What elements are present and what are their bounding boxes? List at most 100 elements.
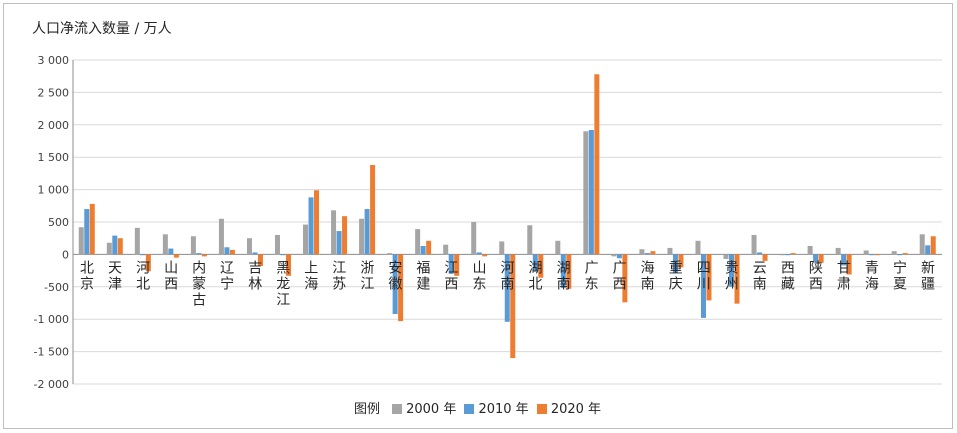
x-category-label: 东 xyxy=(585,276,599,292)
bar xyxy=(117,238,123,255)
bar xyxy=(869,254,875,256)
bar xyxy=(555,240,561,255)
x-category-label: 江 xyxy=(444,260,458,276)
legend-swatch-2000 xyxy=(392,404,403,414)
bar xyxy=(426,240,432,255)
x-category-label: 东 xyxy=(472,276,486,292)
x-category-label: 海 xyxy=(865,276,879,292)
bar xyxy=(454,254,460,276)
x-category-label: 贵 xyxy=(725,260,739,276)
x-category-label: 青 xyxy=(865,260,879,276)
y-tick-label: 3 000 xyxy=(38,54,70,67)
bar xyxy=(639,249,645,255)
bar xyxy=(499,241,505,255)
bar xyxy=(902,253,908,255)
x-category-label: 西 xyxy=(444,276,458,292)
x-category-label: 西 xyxy=(164,276,178,292)
legend-label-2000: 2000 年 xyxy=(406,402,457,417)
bar xyxy=(538,254,544,278)
x-category-label: 徽 xyxy=(388,276,402,292)
x-category-label: 南 xyxy=(501,276,515,292)
bar xyxy=(285,254,291,276)
bar xyxy=(201,254,207,257)
bar xyxy=(364,209,370,255)
x-category-label: 江 xyxy=(276,292,290,308)
x-category-label: 宁 xyxy=(893,259,907,276)
bar xyxy=(835,247,841,255)
chart-frame xyxy=(3,3,953,429)
bar xyxy=(443,244,449,255)
bar xyxy=(370,164,376,255)
bar xyxy=(84,209,90,255)
x-axis-labels: 北京天津河北山西内蒙古辽宁吉林黑龙江上海江苏浙江安徽福建江西山东河南湖北湖南广东… xyxy=(80,259,935,308)
bar xyxy=(392,254,398,315)
bar xyxy=(566,254,572,289)
y-tick-label: 2 500 xyxy=(38,86,70,99)
bar xyxy=(874,254,880,256)
x-category-label: 北 xyxy=(80,260,94,276)
legend-swatch-2020 xyxy=(536,404,547,414)
x-category-label: 云 xyxy=(753,260,767,276)
x-category-label: 内 xyxy=(192,260,206,276)
x-category-label: 林 xyxy=(248,276,262,292)
x-category-label: 海 xyxy=(641,260,655,276)
bar xyxy=(700,254,706,318)
bar xyxy=(510,254,516,359)
x-category-label: 辽 xyxy=(220,260,234,276)
y-axis-ticks: 3 000 2 500 2 000 1 500 1 000 500 0 -500 -1 000 -… xyxy=(34,54,69,391)
bar xyxy=(173,254,179,258)
legend-item-2010: 2010 年 xyxy=(464,398,529,417)
x-category-label: 天 xyxy=(108,260,122,276)
bar xyxy=(588,129,594,255)
legend-item-2000: 2000 年 xyxy=(392,398,456,417)
bar xyxy=(196,253,202,255)
bar xyxy=(644,253,650,255)
bar xyxy=(387,253,393,255)
x-category-label: 山 xyxy=(164,260,178,276)
legend-label-2020: 2020 年 xyxy=(550,402,602,417)
y-tick-label: 0 xyxy=(62,248,69,261)
bar xyxy=(106,242,112,255)
x-category-label: 北 xyxy=(136,276,150,292)
bar xyxy=(314,190,320,255)
bar xyxy=(134,227,140,255)
x-category-label: 南 xyxy=(753,276,767,292)
x-category-label: 苏 xyxy=(332,276,346,292)
bar xyxy=(785,254,791,256)
bar xyxy=(611,254,617,257)
x-category-label: 疆 xyxy=(921,276,935,292)
bar xyxy=(734,254,740,304)
gridlines xyxy=(72,59,942,385)
x-category-label: 南 xyxy=(557,276,571,292)
x-category-label: 古 xyxy=(192,292,206,308)
bar xyxy=(420,245,426,255)
x-category-label: 吉 xyxy=(248,260,262,276)
bar xyxy=(224,247,230,255)
x-category-label: 安 xyxy=(388,260,402,276)
x-category-label: 浙 xyxy=(360,260,374,276)
y-tick-label: 2 000 xyxy=(38,119,70,132)
bar xyxy=(359,218,365,255)
bar xyxy=(274,234,280,255)
x-category-label: 福 xyxy=(416,260,430,276)
bar xyxy=(162,234,168,255)
bar xyxy=(841,254,847,266)
x-category-label: 江 xyxy=(360,276,374,292)
x-category-label: 龙 xyxy=(276,276,290,292)
bar xyxy=(252,252,258,255)
bar xyxy=(218,218,224,255)
bar xyxy=(846,254,852,275)
bar xyxy=(729,254,735,287)
x-category-label: 广 xyxy=(585,260,599,276)
bar xyxy=(650,251,656,255)
legend-item-2020: 2020 年 xyxy=(536,398,602,417)
bar xyxy=(78,227,84,255)
bar xyxy=(532,254,538,272)
x-category-label: 西 xyxy=(613,276,627,292)
chart-title: 人口净流入数量 / 万人 xyxy=(32,21,172,37)
x-category-label: 蒙 xyxy=(192,276,206,292)
y-tick-label: 500 xyxy=(48,216,69,229)
bar xyxy=(527,225,533,255)
x-category-label: 建 xyxy=(416,276,430,292)
